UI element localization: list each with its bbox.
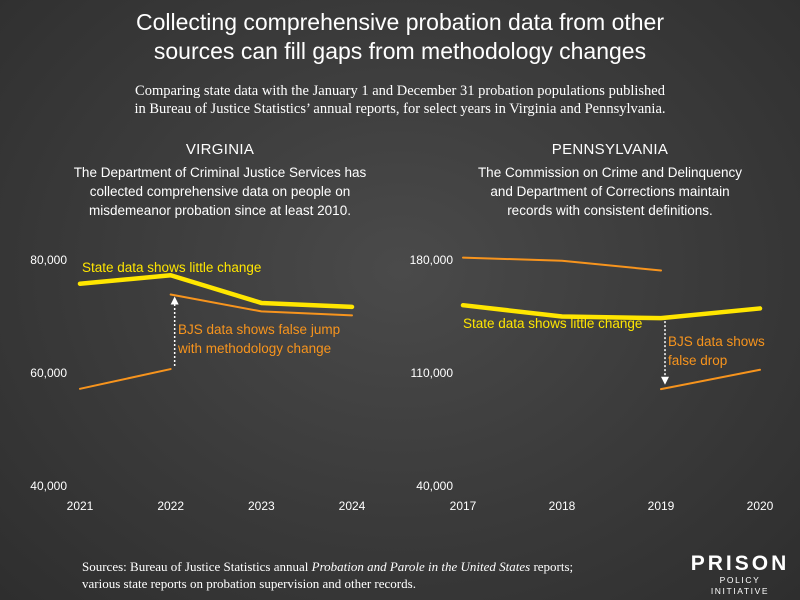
subtitle-line-1: Comparing state data with the January 1 … [135, 83, 665, 99]
pennsylvania-desc-line-1: The Commission on Crime and Delinquency [477, 165, 743, 180]
pennsylvania-xtick-label: 2019 [648, 499, 675, 513]
sources-post: reports; various state reports on probat… [82, 559, 574, 591]
pennsylvania-ytick-label: 180,000 [410, 253, 454, 267]
pennsylvania-panel-title: PENNSYLVANIA [551, 141, 669, 158]
virginia-ytick-label: 60,000 [30, 366, 67, 380]
pennsylvania-state-data-line [460, 302, 763, 321]
subtitle-line-2: in Bureau of Justice Statistics’ annual … [134, 101, 666, 117]
virginia-desc-line-1: The Department of Criminal Justice Servi… [73, 165, 367, 180]
pennsylvania-state-annotation: State data shows little change [463, 316, 642, 331]
logo-word-prison: PRISON [690, 552, 790, 575]
virginia-state-data-line [77, 273, 355, 310]
sources-pre: Sources: Bureau of Justice Statistics an… [82, 559, 312, 574]
virginia-bjs-data-line [169, 293, 353, 317]
pennsylvania-bjs-data-line [462, 256, 662, 272]
pennsylvania-desc-line-2: and Department of Corrections maintain [490, 184, 730, 199]
pennsylvania-desc-line-3: records with consistent definitions. [507, 203, 713, 218]
virginia-desc-line-2: collected comprehensive data on people o… [89, 184, 351, 199]
title-line-2: sources can fill gaps from methodology c… [153, 38, 647, 64]
virginia-panel-description: The Department of Criminal Justice Servi… [40, 163, 400, 220]
title-line-1: Collecting comprehensive probation data … [135, 9, 664, 35]
virginia-ytick-label: 40,000 [30, 479, 67, 493]
virginia-ytick-label: 80,000 [30, 253, 67, 267]
virginia-desc-line-3: misdemeanor probation since at least 201… [89, 203, 351, 218]
virginia-bjs-annotation-line: BJS data shows false jump [178, 322, 340, 337]
virginia-xtick-label: 2022 [157, 499, 184, 513]
virginia-bjs-annotation-line: with methodology change [177, 341, 331, 356]
chart-title: Collecting comprehensive probation data … [0, 8, 800, 66]
chart-subtitle: Comparing state data with the January 1 … [0, 82, 800, 118]
pennsylvania-xtick-label: 2018 [549, 499, 576, 513]
virginia-state-annotation: State data shows little change [82, 260, 261, 275]
pennsylvania-ytick-label: 40,000 [416, 479, 453, 493]
sources-italic: Probation and Parole in the United State… [311, 559, 531, 574]
virginia-bjs-data-line [79, 368, 172, 390]
virginia-xtick-label: 2024 [339, 499, 366, 513]
pennsylvania-xtick-label: 2017 [450, 499, 477, 513]
pennsylvania-bjs-annotation-line: BJS data shows [668, 334, 765, 349]
pennsylvania-ytick-label: 110,000 [411, 366, 454, 380]
pennsylvania-bjs-annotation-line: false drop [668, 353, 727, 368]
pennsylvania-bjs-data-line [660, 368, 761, 391]
prison-policy-logo: PRISON POLICY INITIATIVE [690, 553, 790, 597]
virginia-xtick-label: 2021 [67, 499, 94, 513]
logo-word-policy-initiative: POLICY INITIATIVE [710, 575, 770, 596]
pennsylvania-xtick-label: 2020 [747, 499, 774, 513]
virginia-panel-title: VIRGINIA [185, 141, 255, 158]
virginia-xtick-label: 2023 [248, 499, 275, 513]
sources-note: Sources: Bureau of Justice Statistics an… [82, 558, 582, 592]
pennsylvania-panel-description: The Commission on Crime and Delinquency … [430, 163, 790, 220]
